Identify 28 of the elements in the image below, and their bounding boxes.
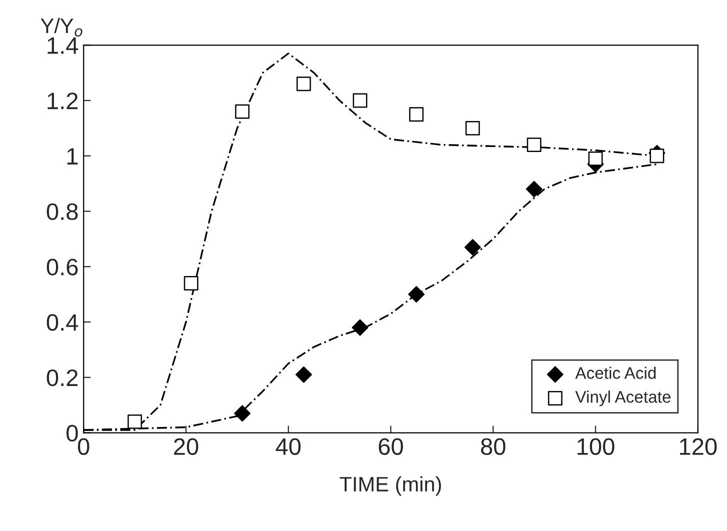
y-tick-label: 0 [66, 424, 78, 442]
x-tick-label: 60 [378, 438, 403, 455]
point [296, 366, 312, 383]
legend-label: Acetic Acid [575, 366, 656, 379]
x-axis-title: TIME (min) [340, 476, 441, 496]
point [526, 180, 542, 198]
point [235, 104, 250, 119]
point [588, 151, 603, 166]
y-tick-label: 1.2 [48, 92, 78, 110]
x-tick-label: 100 [578, 438, 614, 455]
y-axis-title: Y/Y$_{o}$ [40, 18, 82, 37]
x-tick-label: 80 [481, 438, 506, 455]
y-tick-label: 0.6 [46, 258, 78, 276]
x-tick-label: 120 [680, 438, 717, 455]
legend-label: Vinyl Acetate [575, 390, 671, 406]
y-tick-label: 1 [67, 148, 78, 164]
point [464, 239, 481, 256]
y-tick-label: 0.4 [46, 314, 78, 331]
point [650, 148, 664, 164]
point [234, 405, 251, 422]
point [352, 319, 368, 336]
x-tick-label: 40 [276, 438, 301, 455]
x-tick-label: 0 [78, 438, 90, 455]
y-tick-label: 0.8 [46, 203, 78, 220]
point [408, 286, 425, 303]
y-tick-label: 0.2 [46, 369, 78, 386]
y-tick-label: 1.4 [48, 37, 78, 54]
x-tick-label: 20 [174, 438, 198, 455]
